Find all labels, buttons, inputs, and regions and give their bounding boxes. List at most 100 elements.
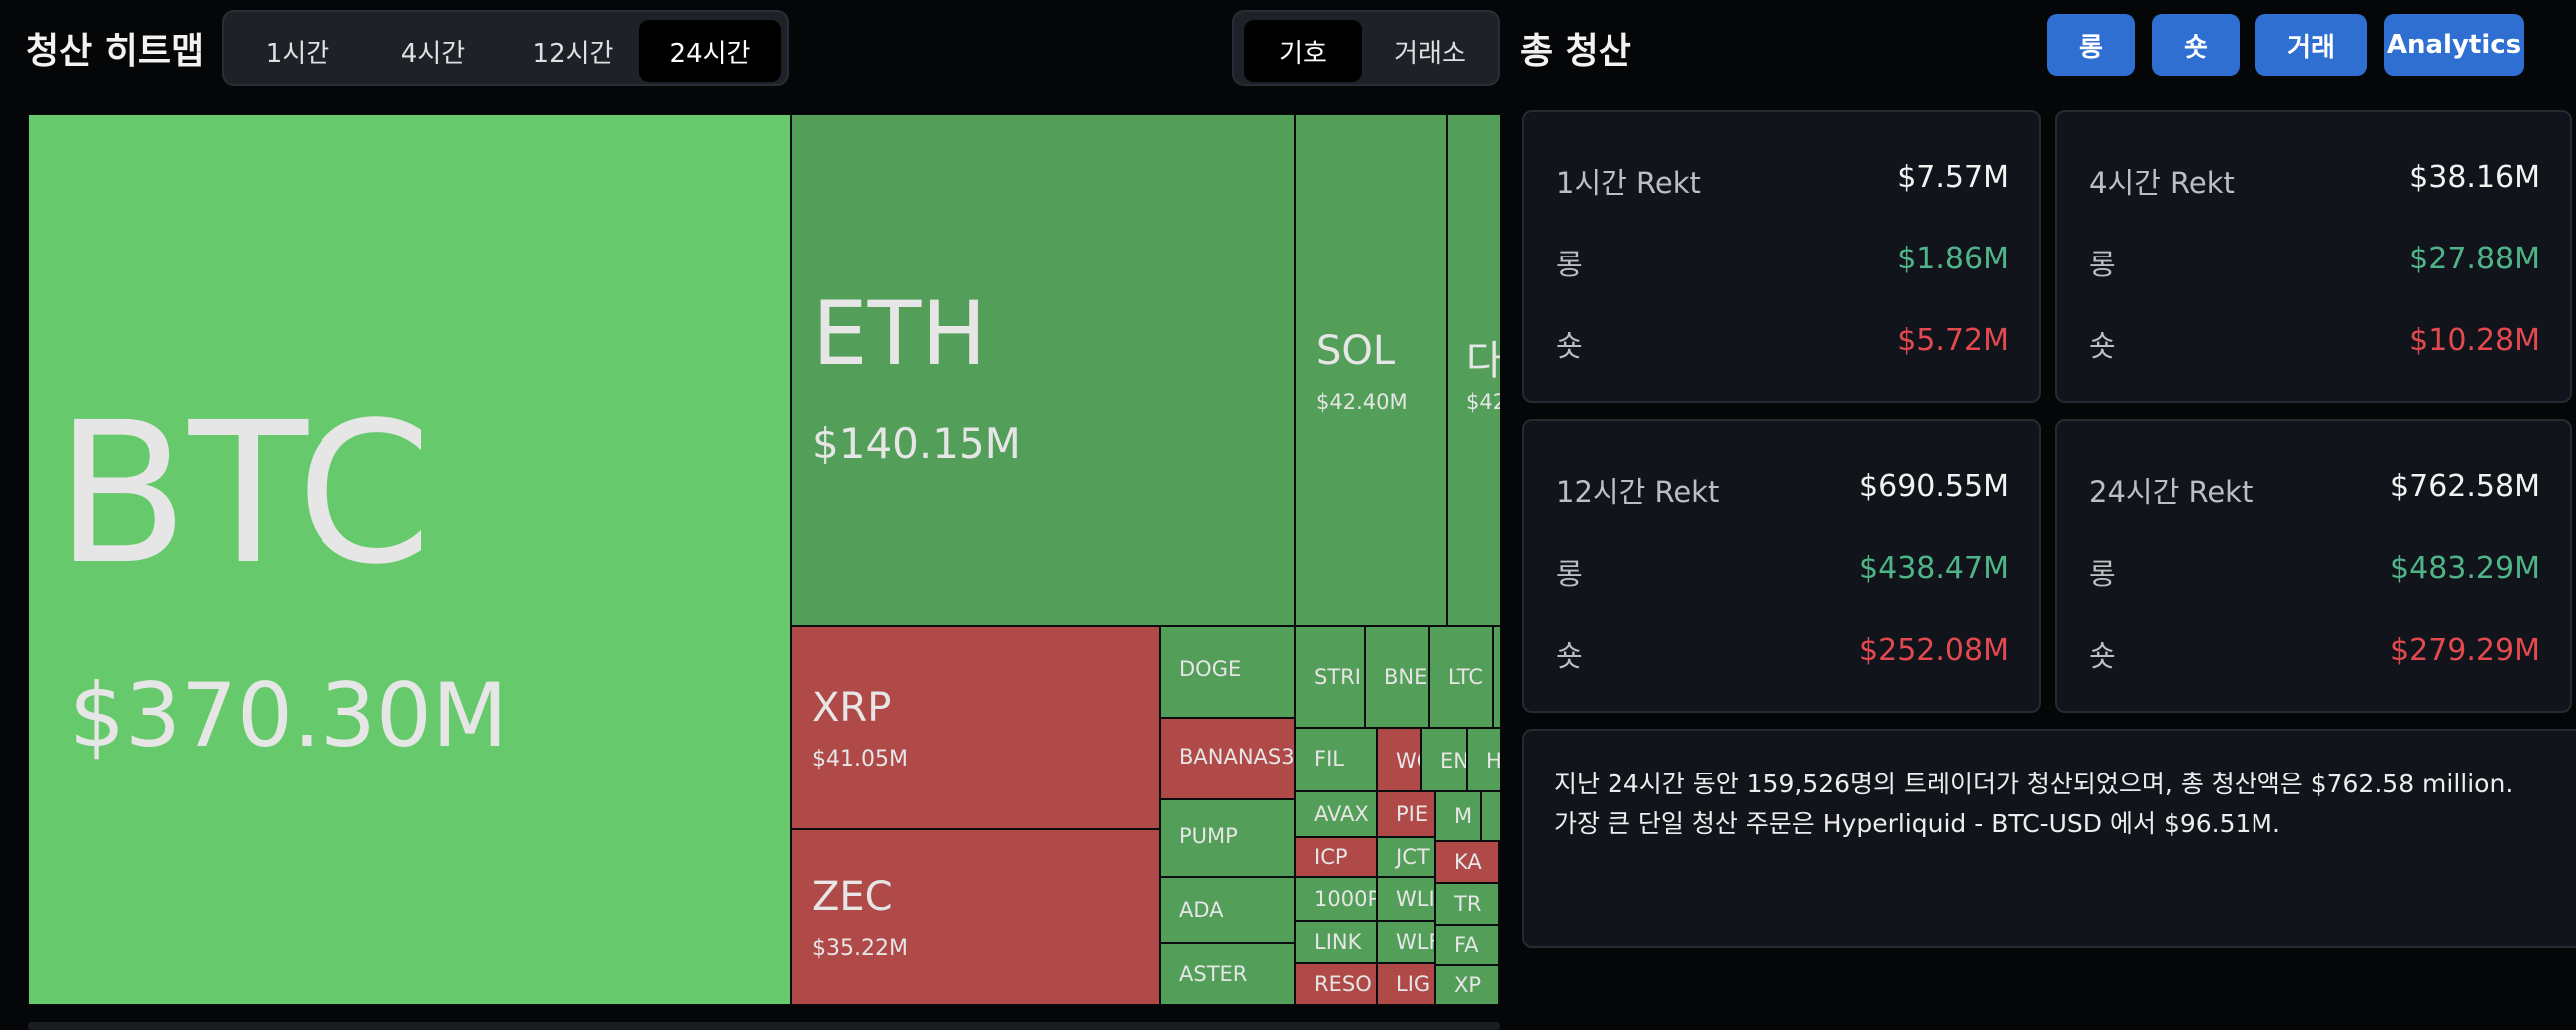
horizontal-scrollbar[interactable] xyxy=(28,1022,1500,1030)
tile-m[interactable]: M xyxy=(1435,791,1481,841)
tile-stri[interactable]: STRI xyxy=(1295,626,1365,728)
long-label: 롱 xyxy=(1556,248,1583,281)
tile-symbol: LIG xyxy=(1396,972,1431,996)
tile-pump[interactable]: PUMP xyxy=(1160,799,1295,877)
tile-symbol: RESO xyxy=(1314,972,1372,996)
tile-tr[interactable]: TR xyxy=(1435,883,1499,925)
tile-symbol: ADA xyxy=(1179,898,1224,922)
tile-ada[interactable]: ADA xyxy=(1160,877,1295,943)
tile-symbol: 1000P xyxy=(1314,887,1377,911)
tile-bne[interactable]: BNE xyxy=(1365,626,1429,728)
short-value: $5.72M xyxy=(1897,323,2009,358)
tab-symbol[interactable]: 기호 xyxy=(1244,20,1362,82)
tile-1000p[interactable]: 1000P xyxy=(1295,877,1377,921)
tile-symbol: PIE xyxy=(1396,802,1429,826)
tile-eth[interactable]: ETH $140.15M xyxy=(791,114,1295,626)
tile-symbol: 다 xyxy=(1466,338,1500,384)
tile-value: $35.22M xyxy=(812,936,908,961)
tile-doge[interactable]: DOGE xyxy=(1160,626,1295,718)
tile-value: $140.15M xyxy=(812,419,1021,468)
summary-card-4h: 4시간 Rekt $38.16M 롱 $27.88M 숏 $10.28M xyxy=(2055,110,2572,403)
info-line-2: 가장 큰 단일 청산 주문은 Hyperliquid - BTC-USD 에서 … xyxy=(1554,809,2280,838)
long-value: $27.88M xyxy=(2409,242,2540,276)
tab-24h[interactable]: 24시간 xyxy=(639,20,781,82)
tile-symbol: LTC xyxy=(1448,665,1484,689)
tile-fa[interactable]: FA xyxy=(1435,925,1499,965)
tile-symbol: LINK xyxy=(1314,930,1362,954)
tile-misc[interactable] xyxy=(1493,626,1500,728)
tile-partial[interactable]: 다 $42 xyxy=(1447,114,1500,626)
tile-symbol: ZEC xyxy=(812,874,893,920)
short-label: 숏 xyxy=(2089,639,2116,673)
card-title: 24시간 Rekt xyxy=(2089,475,2254,509)
tab-exchange[interactable]: 거래소 xyxy=(1394,38,1466,69)
analytics-button[interactable]: Analytics xyxy=(2384,14,2524,76)
tile-pie[interactable]: PIE xyxy=(1377,791,1435,837)
tile-fil[interactable]: FIL xyxy=(1295,728,1377,791)
summary-card-24h: 24시간 Rekt $762.58M 롱 $483.29M 숏 $279.29M xyxy=(2055,419,2572,713)
tile-zec[interactable]: ZEC $35.22M xyxy=(791,829,1160,1005)
card-title: 12시간 Rekt xyxy=(1556,475,1720,509)
tile-symbol: KA xyxy=(1454,850,1482,874)
long-label: 롱 xyxy=(2089,248,2116,281)
tile-symbol: BTC xyxy=(55,380,432,607)
tile-lig[interactable]: LIG xyxy=(1377,963,1435,1005)
card-title: 1시간 Rekt xyxy=(1556,166,1701,200)
liquidation-heatmap: BTC $370.30M ETH $140.15M SOL $42.40M 다 … xyxy=(28,114,1500,1005)
card-total: $762.58M xyxy=(2390,469,2540,504)
tile-value: $42 xyxy=(1466,390,1500,414)
card-total: $38.16M xyxy=(2409,160,2540,195)
tile-wli[interactable]: WLI xyxy=(1377,877,1435,921)
tile-jct[interactable]: JCT xyxy=(1377,837,1435,877)
tile-value: $42.40M xyxy=(1316,390,1408,414)
tile-symbol: WC xyxy=(1396,749,1420,772)
tile-ka[interactable]: KA xyxy=(1435,841,1499,883)
tile-symbol: M xyxy=(1454,804,1473,828)
summary-title: 총 청산 xyxy=(1520,31,1631,72)
tile-xrp[interactable]: XRP $41.05M xyxy=(791,626,1160,829)
tile-symbol: H xyxy=(1486,749,1500,772)
tile-symbol: BANANAS3 xyxy=(1179,745,1295,769)
short-value: $252.08M xyxy=(1859,633,2009,668)
tile-h[interactable]: H xyxy=(1467,728,1500,791)
long-label: 롱 xyxy=(1556,557,1583,591)
tile-aster[interactable]: ASTER xyxy=(1160,943,1295,1005)
tile-symbol: EN xyxy=(1440,749,1467,772)
long-value: $438.47M xyxy=(1859,551,2009,586)
short-label: 숏 xyxy=(1556,639,1583,673)
tile-misc[interactable] xyxy=(1499,841,1500,1005)
summary-card-1h: 1시간 Rekt $7.57M 롱 $1.86M 숏 $5.72M xyxy=(1522,110,2041,403)
tile-symbol: PUMP xyxy=(1179,824,1238,848)
tile-avax[interactable]: AVAX xyxy=(1295,791,1377,837)
liquidation-info-box: 지난 24시간 동안 159,526명의 트레이더가 청산되었으며, 총 청산액… xyxy=(1522,729,2576,948)
tile-link[interactable]: LINK xyxy=(1295,921,1377,963)
tile-bananas[interactable]: BANANAS3 xyxy=(1160,718,1295,799)
tab-1h[interactable]: 1시간 xyxy=(265,38,330,69)
tile-sol[interactable]: SOL $42.40M xyxy=(1295,114,1447,626)
tile-xp[interactable]: XP xyxy=(1435,965,1499,1005)
trade-button[interactable]: 거래 xyxy=(2255,14,2367,76)
long-button[interactable]: 롱 xyxy=(2047,14,2135,76)
short-value: $279.29M xyxy=(2390,633,2540,668)
card-title: 4시간 Rekt xyxy=(2089,166,2235,200)
short-label: 숏 xyxy=(1556,329,1583,363)
info-line-1: 지난 24시간 동안 159,526명의 트레이더가 청산되었으며, 총 청산액… xyxy=(1554,770,2514,798)
tab-4h[interactable]: 4시간 xyxy=(400,38,466,69)
tile-en[interactable]: EN xyxy=(1421,728,1467,791)
time-range-tabs: 1시간 4시간 12시간 24시간 xyxy=(222,10,789,86)
card-total: $690.55M xyxy=(1859,469,2009,504)
tile-wlf[interactable]: WLF xyxy=(1377,921,1435,963)
tile-symbol: XRP xyxy=(812,685,892,731)
tile-btc[interactable]: BTC $370.30M xyxy=(28,114,791,1005)
tab-12h[interactable]: 12시간 xyxy=(532,38,614,69)
tile-icp[interactable]: ICP xyxy=(1295,837,1377,877)
tile-wc[interactable]: WC xyxy=(1377,728,1421,791)
summary-card-12h: 12시간 Rekt $690.55M 롱 $438.47M 숏 $252.08M xyxy=(1522,419,2041,713)
page-title: 청산 히트맵 xyxy=(26,31,205,72)
tile-misc[interactable] xyxy=(1481,791,1500,841)
tile-value: $370.30M xyxy=(69,664,508,767)
tile-ltc[interactable]: LTC xyxy=(1429,626,1493,728)
short-button[interactable]: 숏 xyxy=(2152,14,2240,76)
tile-symbol: ETH xyxy=(812,282,987,385)
tile-reso[interactable]: RESO xyxy=(1295,963,1377,1005)
